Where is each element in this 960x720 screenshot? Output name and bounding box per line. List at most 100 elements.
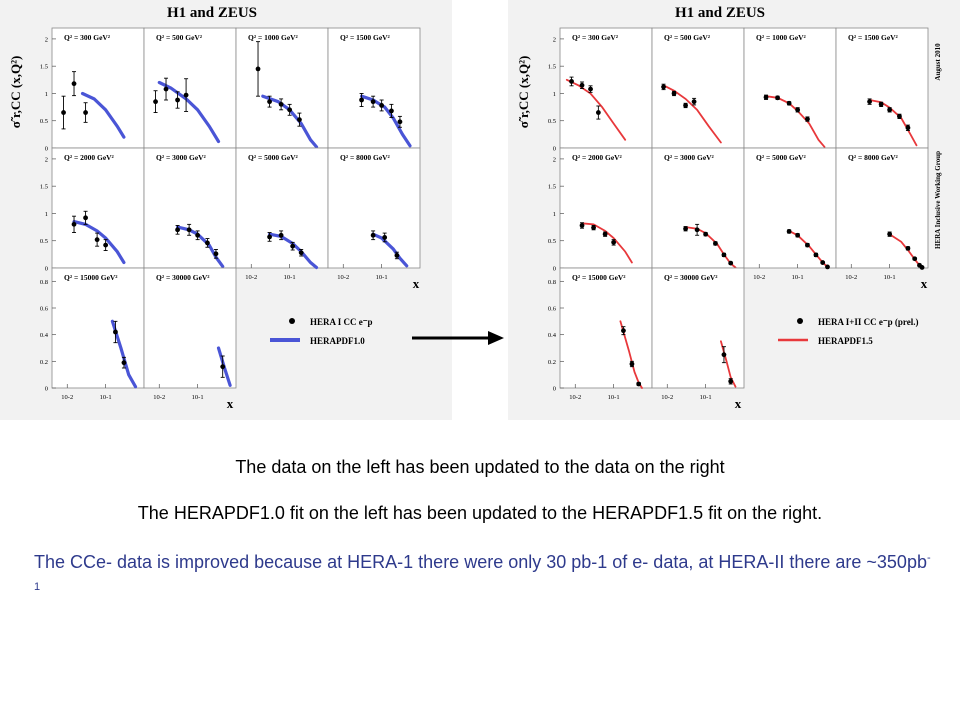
fit-curve xyxy=(360,94,412,148)
data-point xyxy=(71,221,77,227)
panel-2: Q² = 500 GeV² xyxy=(651,27,745,149)
y-tick-label: 0 xyxy=(45,386,48,393)
y-tick-label: 0 xyxy=(553,386,556,393)
fit-curve xyxy=(80,91,126,139)
data-point xyxy=(629,361,635,367)
x-axis-label-lower: x xyxy=(227,396,234,411)
panel-label: Q² = 30000 GeV² xyxy=(664,273,718,282)
data-point xyxy=(602,231,608,237)
panel-frame xyxy=(743,27,837,149)
y-axis-label: σ̃ r,CC (x,Q²) xyxy=(8,56,23,129)
data-point xyxy=(919,265,925,270)
data-point xyxy=(579,82,585,88)
data-point xyxy=(786,229,792,234)
data-point xyxy=(820,260,826,265)
y-tick-label: 0 xyxy=(45,266,48,273)
y-tick-label: 1 xyxy=(553,211,556,218)
caption-fit-update: The HERAPDF1.0 fit on the left has been … xyxy=(137,503,823,523)
data-point xyxy=(153,99,158,105)
panel-label: Q² = 1500 GeV² xyxy=(848,33,899,42)
x-tick-label: 10-1 xyxy=(100,394,112,401)
data-point xyxy=(163,86,169,92)
panel-3: Q² = 1000 GeV² xyxy=(235,27,329,149)
y-tick-label: 0.4 xyxy=(40,332,49,339)
data-point xyxy=(287,107,293,113)
caption-improvement-superscript: -1 xyxy=(34,552,931,593)
panel-frame xyxy=(51,267,145,389)
panel-label: Q² = 5000 GeV² xyxy=(248,153,299,162)
update-arrow xyxy=(412,331,504,345)
data-point xyxy=(683,226,688,232)
data-point xyxy=(213,251,219,257)
y-tick-label: 1.5 xyxy=(40,184,48,191)
panel-label: Q² = 1500 GeV² xyxy=(340,33,391,42)
x-tick-label: 10-1 xyxy=(376,274,388,281)
fit-curve xyxy=(157,80,221,144)
data-point xyxy=(175,97,180,103)
x-tick-label: 10-2 xyxy=(245,274,257,281)
y-tick-label: 0.6 xyxy=(548,306,557,313)
panel-label: Q² = 15000 GeV² xyxy=(64,273,118,282)
data-point xyxy=(795,107,801,113)
data-point xyxy=(382,235,388,240)
left-chart: H1 and ZEUS σ̃ r,CC (x,Q²) Q² = 300 GeV² 0 0… xyxy=(8,5,421,411)
legend-fit-label: HERAPDF1.5 xyxy=(818,336,873,346)
data-point xyxy=(905,245,911,251)
legend-data-marker xyxy=(289,318,295,324)
data-point xyxy=(83,110,88,115)
panel-label: Q² = 15000 GeV² xyxy=(572,273,626,282)
y-tick-label: 1.5 xyxy=(548,184,556,191)
x-tick-label: 10-1 xyxy=(192,394,204,401)
data-point xyxy=(220,364,226,370)
data-point xyxy=(71,81,77,87)
data-point xyxy=(825,264,830,270)
data-point xyxy=(103,242,109,248)
panel-frame xyxy=(143,267,237,389)
y-tick-label: 0.2 xyxy=(40,359,48,366)
data-point xyxy=(763,94,769,100)
panel-label: Q² = 300 GeV² xyxy=(64,33,111,42)
panel-5: Q² = 2000 GeV² 0 0.5 1 1.5 2 xyxy=(40,147,145,273)
panel-4: Q² = 1500 GeV² xyxy=(327,27,421,149)
panel-9: Q² = 15000 GeV² 0 0.2 0.4 0.6 0.8 10-2 10-1 xyxy=(548,267,653,401)
legend-fit-label: HERAPDF1.0 xyxy=(310,336,365,346)
data-point xyxy=(805,116,810,122)
panel-label: Q² = 30000 GeV² xyxy=(156,273,210,282)
data-point xyxy=(588,86,593,92)
data-point xyxy=(887,231,893,237)
panel-frame xyxy=(559,27,653,149)
data-point xyxy=(255,66,261,72)
panel-frame xyxy=(51,147,145,269)
panel-10: Q² = 30000 GeV² 10-2 10-1 xyxy=(143,267,237,401)
x-axis-label-upper: x xyxy=(413,276,420,291)
panel-frame xyxy=(651,267,745,389)
data-point xyxy=(278,232,284,238)
x-tick-label: 10-1 xyxy=(700,394,712,401)
legend-data-label: HERA I+II CC e⁻p (prel.) xyxy=(818,317,918,327)
data-point xyxy=(591,225,596,231)
data-point xyxy=(278,101,284,107)
data-point xyxy=(370,232,376,238)
data-point xyxy=(671,91,677,96)
panel-2: Q² = 500 GeV² xyxy=(143,27,237,149)
panel-frame xyxy=(235,147,329,269)
x-tick-label: 10-1 xyxy=(608,394,620,401)
data-point xyxy=(379,103,385,108)
right-figure: H1 and ZEUS σ̃ r,CC (x,Q²) August 2010 HERA… xyxy=(508,0,960,420)
y-tick-label: 0.8 xyxy=(40,279,48,286)
legend-data-label: HERA I CC e⁻p xyxy=(310,317,373,327)
panel-frame xyxy=(143,147,237,269)
y-tick-label: 0.6 xyxy=(40,306,49,313)
data-point xyxy=(195,232,201,238)
data-point xyxy=(683,103,688,108)
data-point xyxy=(83,215,88,221)
y-tick-label: 1 xyxy=(45,91,48,98)
x-tick-label: 10-2 xyxy=(569,394,581,401)
legend: HERA I CC e⁻p HERAPDF1.0 xyxy=(270,317,373,346)
y-tick-label: 0.4 xyxy=(548,332,557,339)
data-point xyxy=(795,232,801,238)
data-point xyxy=(867,99,872,105)
data-point xyxy=(703,231,709,237)
panel-1: Q² = 300 GeV² 0 0.5 1 1.5 2 xyxy=(40,27,145,153)
panel-label: Q² = 8000 GeV² xyxy=(340,153,391,162)
